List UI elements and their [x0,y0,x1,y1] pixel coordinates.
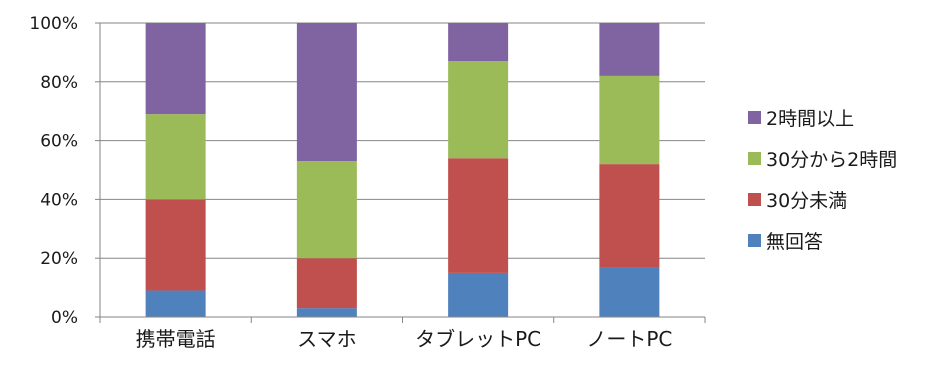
bar-segment [448,272,509,317]
y-tick-label: 60% [40,132,78,152]
bar-segment [145,23,206,115]
bar-segment [448,61,509,159]
legend-swatch [748,234,761,247]
legend-label: 30分から2時間 [766,149,897,171]
y-tick-label: 80% [40,73,78,93]
bars [145,23,660,317]
bar-segment [145,199,206,291]
bar-segment [448,23,509,62]
x-tick-label: 携帯電話 [136,327,216,351]
bar-segment [296,258,357,309]
y-tick-label: 100% [29,14,78,34]
bar-segment [599,75,660,165]
bar-segment [599,164,660,268]
bar-segment [448,158,509,273]
bar-segment [145,114,206,200]
legend-swatch [748,111,761,124]
legend-label: 無回答 [766,231,823,253]
bar-segment [599,23,660,76]
legend-swatch [748,193,761,206]
bar-segment [296,23,357,162]
legend-swatch [748,152,761,165]
x-tick-label: スマホ [297,327,356,351]
bar-segment [145,290,206,317]
bar-segment [296,308,357,317]
axes: 0% 20% 40% 60% 80% 100% 携帯電話 スマホ タブレットPC ノートPC [29,14,706,351]
x-tick-label: タブレットPC [415,327,541,351]
y-tick-label: 20% [40,249,78,269]
bar-segment [296,161,357,259]
legend-label: 2時間以上 [766,108,854,130]
bar-segment [599,267,660,317]
y-tick-label: 40% [40,190,78,210]
x-tick-label: ノートPC [586,327,672,351]
y-tick-label: 0% [51,308,78,328]
legend-label: 30分未満 [766,190,847,212]
